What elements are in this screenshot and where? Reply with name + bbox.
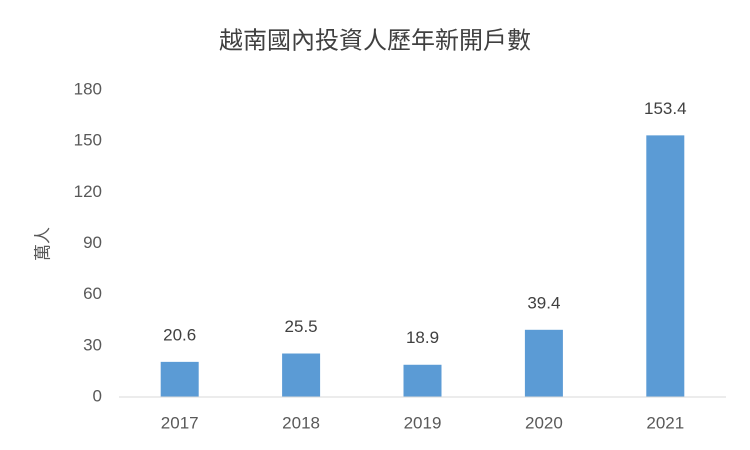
y-tick-label: 180 — [74, 79, 102, 98]
data-label: 20.6 — [163, 325, 196, 344]
x-tick-label: 2019 — [404, 413, 442, 432]
y-tick-label: 60 — [83, 284, 102, 303]
bar — [524, 329, 563, 397]
chart-title: 越南國內投資人歷年新開戶數 — [219, 27, 531, 54]
y-tick-label: 0 — [93, 386, 102, 405]
x-tick-label: 2020 — [525, 413, 563, 432]
x-tick-label: 2018 — [282, 413, 320, 432]
data-label: 18.9 — [406, 328, 439, 347]
y-tick-label: 120 — [74, 182, 102, 201]
x-tick-label: 2017 — [161, 413, 199, 432]
y-tick-label: 90 — [83, 233, 102, 252]
y-tick-label: 30 — [83, 335, 102, 354]
x-tick-label: 2021 — [646, 413, 684, 432]
bar — [403, 364, 442, 397]
bar — [646, 135, 685, 397]
data-label: 25.5 — [285, 317, 318, 336]
y-tick-label: 150 — [74, 131, 102, 150]
bar — [282, 353, 321, 397]
data-label: 39.4 — [527, 293, 560, 312]
data-label: 153.4 — [644, 99, 687, 118]
bar — [160, 361, 199, 397]
y-axis-label: 萬人 — [33, 227, 52, 261]
